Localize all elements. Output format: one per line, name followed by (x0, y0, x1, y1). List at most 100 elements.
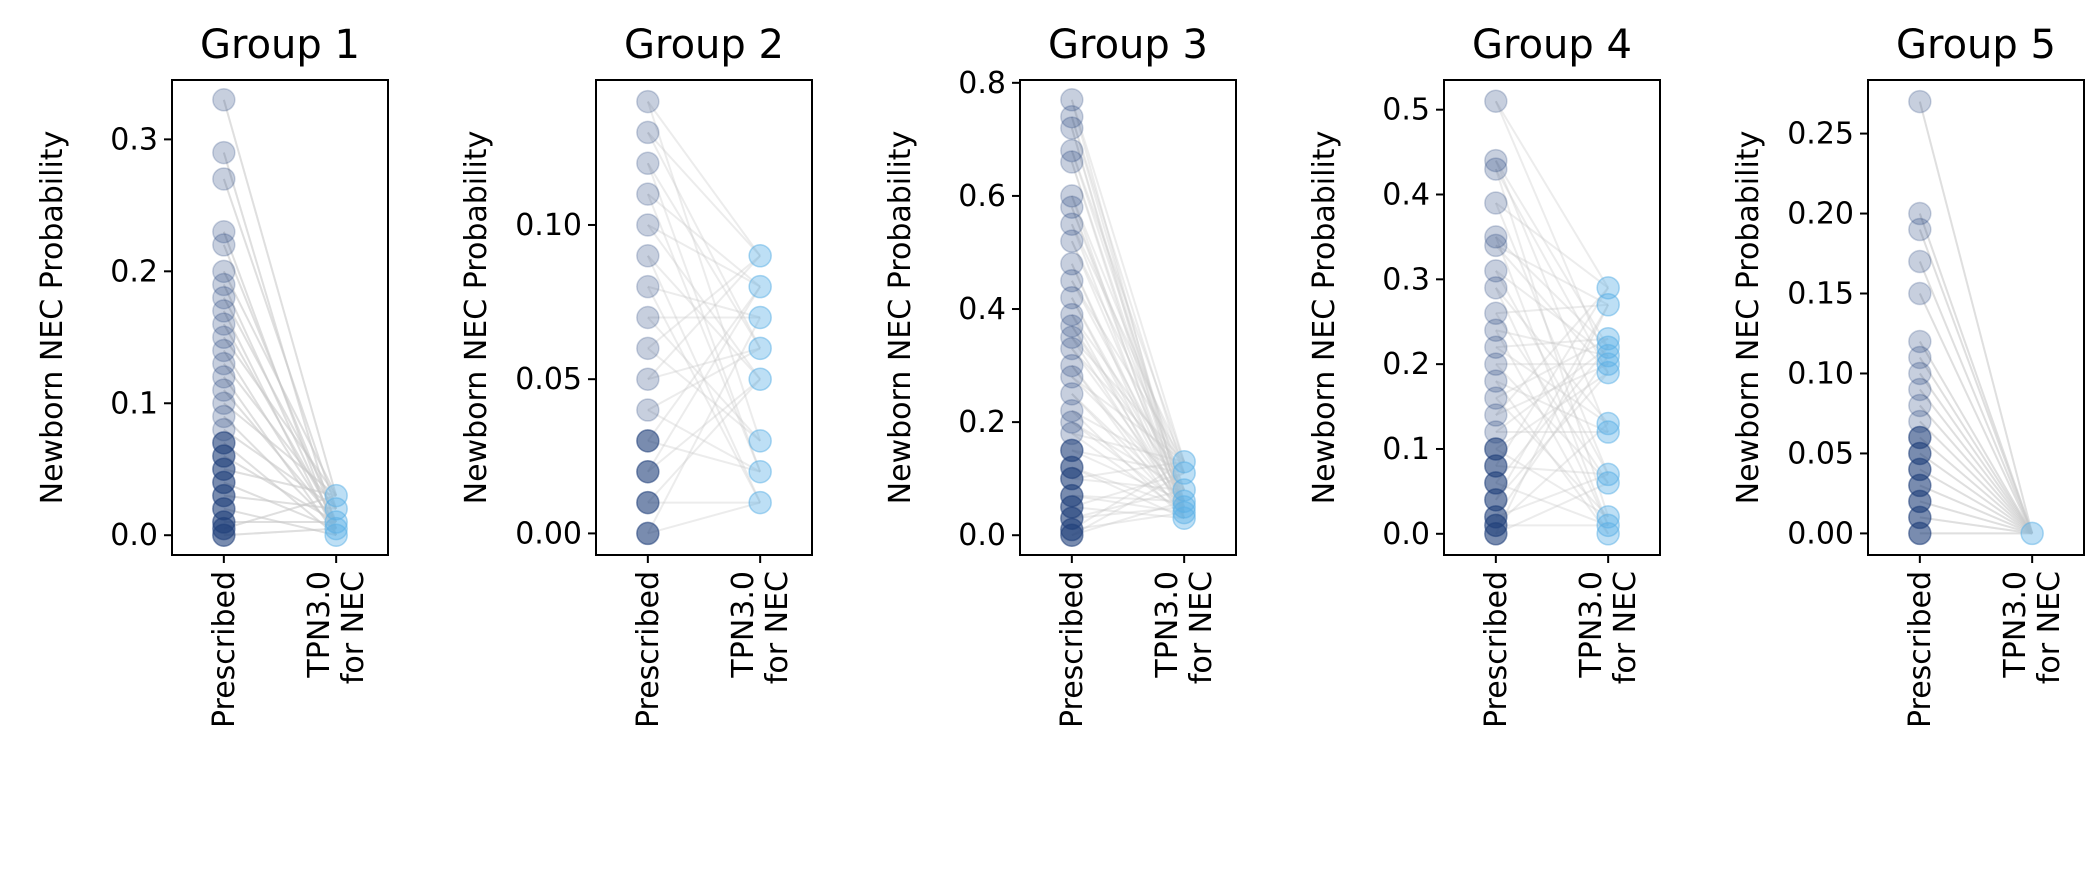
connecting-line (1071, 505, 1185, 520)
connecting-line (647, 193, 761, 288)
prescribed-point (1908, 217, 1932, 242)
connecting-line (223, 336, 337, 497)
y-tick-label: 0.2 (1382, 347, 1430, 382)
connecting-line (1495, 481, 1609, 527)
connecting-line (223, 442, 337, 536)
y-tick-label: 0.4 (958, 292, 1006, 327)
prescribed-point (1060, 382, 1084, 406)
connecting-line (647, 131, 761, 257)
y-tick-label: 0.05 (1787, 436, 1854, 471)
y-tick-label: 0.05 (515, 362, 582, 397)
prescribed-point (1060, 184, 1084, 208)
prescribed-point (1484, 335, 1508, 359)
connecting-line (223, 389, 337, 523)
connecting-line (1070, 116, 1186, 502)
connecting-line (222, 310, 338, 536)
x-tick-label: TPN3.0for NEC (1574, 571, 1643, 684)
connecting-line (1494, 100, 1610, 365)
connecting-line (1494, 160, 1610, 348)
connecting-line (1919, 468, 2033, 535)
connecting-line (1071, 494, 1185, 514)
chart-panel-1: Group 1 Newborn NEC Probability 0.0 0.1 0.2 0… (35, 22, 389, 728)
connecting-line (1071, 364, 1185, 508)
connecting-line (1494, 304, 1610, 501)
prescribed-point (1060, 105, 1084, 129)
prescribed-point (1484, 386, 1508, 410)
y-tick-label: 0.10 (515, 208, 582, 243)
connecting-line (1495, 380, 1609, 535)
connecting-line (1071, 376, 1185, 491)
prescribed-point (636, 367, 660, 391)
chart-title: Group 3 (1048, 22, 1208, 68)
tpn-point (324, 510, 348, 534)
y-axis-label: Newborn NEC Probability (1307, 131, 1342, 505)
tpn-point (1596, 505, 1620, 529)
connecting-line (1918, 101, 2034, 534)
tpn-point (1596, 360, 1620, 385)
tpn-point (1596, 276, 1620, 300)
connecting-line (1071, 466, 1185, 508)
x-tick-label: Prescribed (1479, 571, 1514, 728)
connecting-line (222, 323, 338, 523)
connecting-line (1070, 206, 1186, 508)
connecting-line (223, 527, 337, 537)
connecting-line (646, 286, 762, 504)
connecting-line (646, 193, 762, 473)
tpn-point (748, 244, 772, 268)
connecting-line (223, 494, 337, 510)
connecting-line (1070, 206, 1186, 491)
connecting-lines (1918, 101, 2034, 535)
prescribed-point (212, 233, 236, 257)
prescribed-point (212, 167, 236, 191)
connecting-line (1919, 452, 2033, 535)
connecting-line (1495, 236, 1609, 348)
connecting-line (1919, 420, 2033, 535)
connecting-line (223, 363, 337, 510)
prescribed-point (636, 459, 660, 484)
connecting-line (1918, 293, 2034, 534)
prescribed-point (1484, 148, 1508, 173)
prescribed-point (1484, 352, 1508, 376)
prescribed-point (212, 299, 236, 323)
prescribed-point (212, 259, 236, 284)
connecting-line (222, 323, 338, 523)
connecting-line (1918, 293, 2034, 534)
prescribed-point (1060, 336, 1084, 361)
connecting-line (1070, 325, 1186, 508)
connecting-line (1919, 388, 2033, 535)
connecting-line (1070, 314, 1186, 519)
connecting-line (1495, 287, 1609, 425)
connecting-line (1918, 101, 2034, 534)
connecting-line (223, 415, 337, 530)
prescribed-point (1060, 212, 1084, 236)
prescribed-point (1484, 522, 1508, 546)
connecting-line (1494, 304, 1610, 535)
tpn-point (1172, 500, 1196, 525)
prescribed-point (1908, 329, 1932, 354)
tpn-point (748, 490, 772, 515)
tpn-point (1596, 293, 1620, 317)
prescribed-point (1484, 259, 1508, 283)
prescribed-point (212, 338, 236, 363)
connecting-line (1071, 421, 1185, 508)
prescribed-point (1060, 353, 1084, 378)
prescribed-point (1908, 345, 1932, 370)
connecting-line (1494, 202, 1610, 475)
tpn-point (324, 483, 348, 508)
tpn-point (1596, 411, 1620, 436)
connecting-line (1494, 168, 1610, 518)
chart-panel-2: Group 2 Newborn NEC Probability 0.00 0.05 0.… (459, 22, 813, 728)
connecting-line (1071, 449, 1185, 474)
connecting-line (1494, 329, 1610, 535)
prescribed-point (212, 140, 236, 165)
tpn-point (748, 274, 772, 299)
connecting-line (1494, 160, 1610, 433)
connecting-line (1070, 297, 1186, 514)
prescribed-point (1484, 369, 1508, 393)
connecting-line (1070, 127, 1186, 508)
connecting-line (1071, 348, 1185, 502)
connecting-line (223, 428, 337, 510)
axes-frame (1019, 79, 1237, 556)
connecting-line (223, 468, 337, 497)
